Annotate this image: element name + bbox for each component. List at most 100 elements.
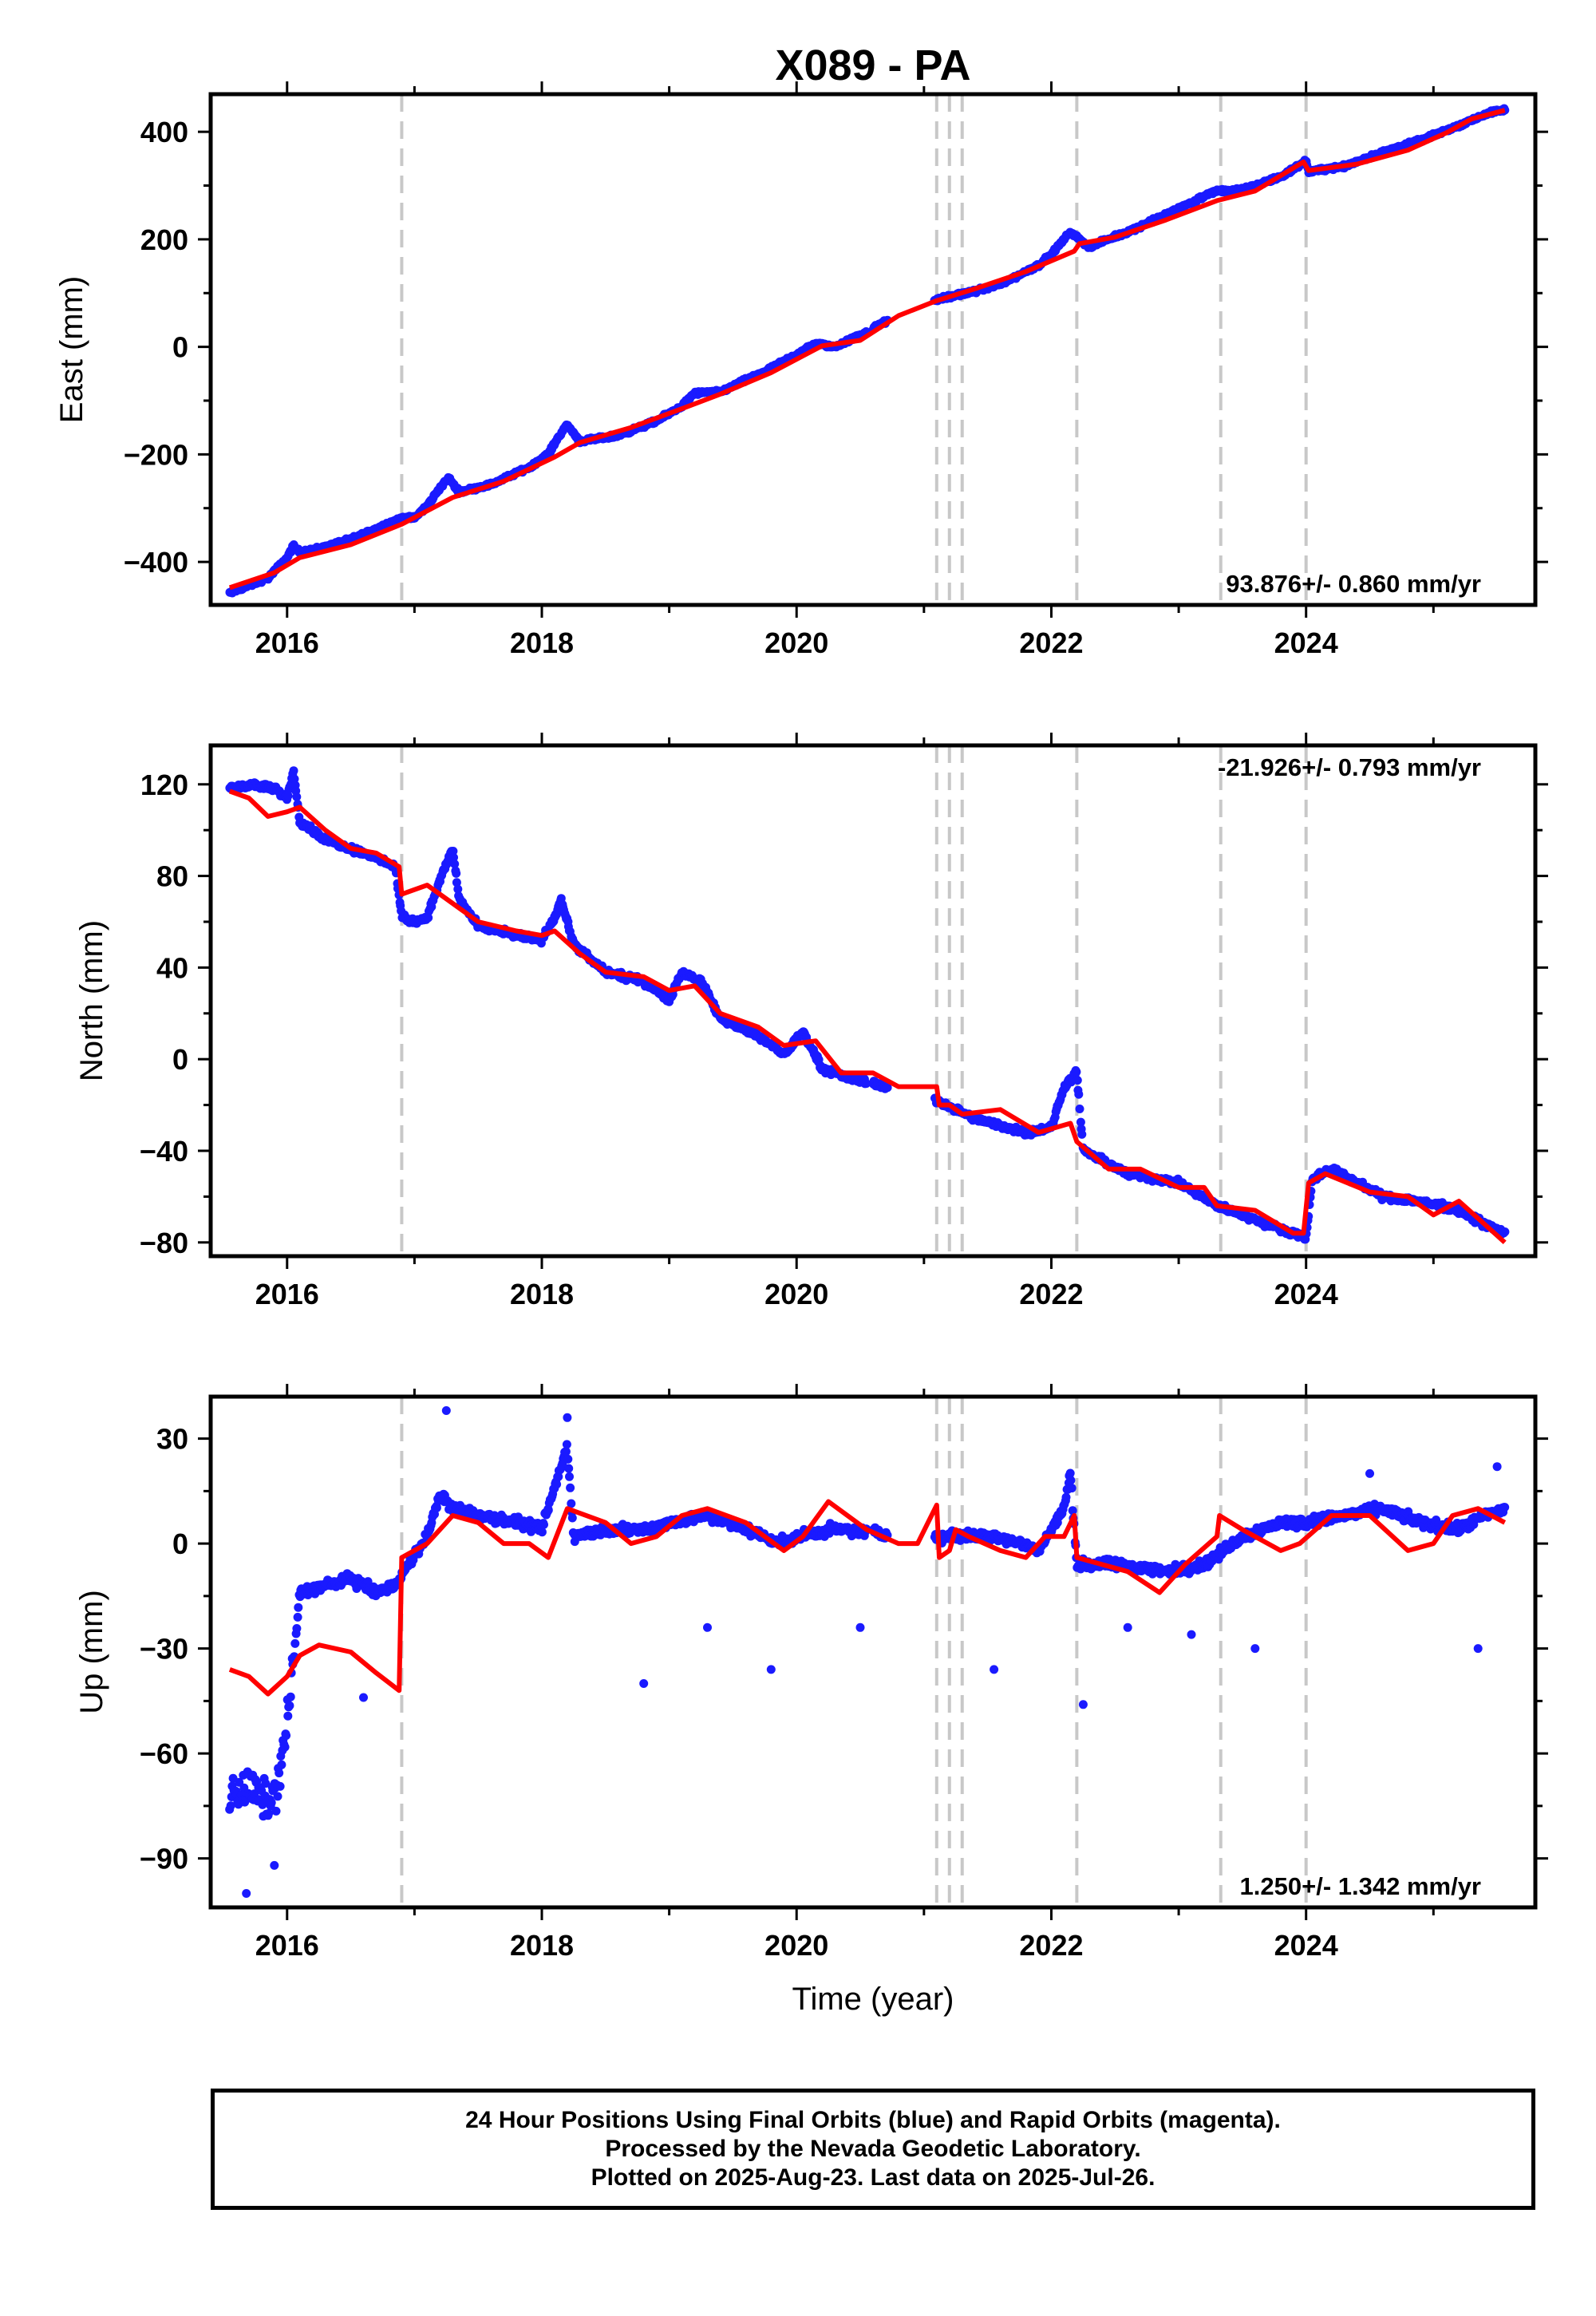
data-point [424,913,433,923]
data-point [273,1792,282,1801]
data-point [289,766,298,776]
footer-line-3: Plotted on 2025-Aug-23. Last data on 202… [591,2164,1156,2191]
outlier-point [359,1693,368,1702]
data-point [1061,1492,1071,1502]
data-point [883,1083,892,1093]
data-point [1074,1089,1084,1099]
panel-east-frame [208,92,1538,607]
y-tick-label: 40 [156,951,188,984]
data-point [1073,1076,1082,1085]
data-point [293,1612,302,1622]
outlier-point [1492,1462,1502,1472]
x-tick-label: 2016 [255,1929,319,1962]
outlier-point [563,1413,572,1422]
outlier-point [1078,1700,1088,1709]
x-tick-label: 2016 [255,1278,319,1310]
outlier-point [1250,1644,1260,1654]
data-point [286,1692,295,1701]
y-tick-label: −30 [140,1633,188,1666]
data-point [566,1483,575,1492]
data-point [283,1711,293,1721]
outlier-point [270,1860,279,1870]
figure: X089 - PA 2016 2018 2020 2022 2024 −40 0 −200 0 2… [54,41,1548,2017]
panel-east-ylabel: East (mm) [54,276,89,423]
y-tick-label: 400 [140,116,188,148]
model-line [228,1499,1507,1697]
data-point [450,860,460,869]
data-point [1075,1105,1084,1113]
x-tick-label: 2020 [764,1278,828,1310]
data-point [285,1701,294,1710]
data-point [1077,1129,1087,1139]
y-tick-label: −40 [140,1135,188,1168]
outlier-point [639,1679,649,1688]
x-tick-label: 2016 [255,626,319,659]
outlier-point [1187,1630,1196,1639]
model-line [228,788,1507,1245]
y-tick-label: 120 [140,769,188,801]
data-point [292,792,302,801]
y-tick-label: −200 [124,438,188,471]
footer-line-2: Processed by the Nevada Geodetic Laborat… [605,2136,1141,2162]
footer-box: 24 Hour Positions Using Final Orbits (bl… [211,2089,1535,2210]
y-tick-label: −90 [140,1843,188,1875]
model-line [228,108,1506,591]
data-point [564,1464,574,1473]
y-tick-label: 80 [156,860,188,893]
data-point [275,1769,284,1778]
x-tick-label: 2018 [510,1929,574,1962]
chart-title: X089 - PA [775,41,970,89]
data-point [294,1603,303,1612]
data-point [561,1447,571,1456]
x-tick-label: 2024 [1274,1278,1338,1310]
data-point [452,868,461,878]
data-point [264,1808,274,1818]
y-tick-label: 0 [172,1043,188,1076]
data-point [537,1528,547,1537]
outlier-point [1365,1468,1374,1478]
x-tick-label: 2024 [1274,626,1338,659]
data-point [862,1079,871,1089]
y-tick-label: 30 [156,1423,188,1456]
data-point [563,1454,573,1464]
y-tick-label: 0 [172,331,188,364]
data-point [277,1760,286,1769]
data-point [543,1505,553,1515]
x-tick-label: 2020 [764,1929,828,1962]
x-tick-label: 2018 [510,1278,574,1310]
x-axis-label: Time (year) [792,1982,954,2017]
data-point [562,1440,571,1449]
data-point [453,884,463,894]
data-point [275,1781,285,1791]
data-point [267,1798,276,1808]
data-point [1076,1117,1085,1127]
outlier-point [703,1622,712,1632]
data-point [1065,1468,1075,1478]
panel-east-rate: 93.876+/- 0.860 mm/yr [1226,570,1481,598]
data-point [565,1472,574,1481]
data-point [448,847,458,856]
panel-up-ylabel: Up (mm) [74,1590,109,1714]
data-point [1500,1503,1510,1512]
data-point [552,1480,562,1489]
data-point [290,1638,300,1648]
outlier-point [990,1665,999,1674]
data-point [271,1806,281,1816]
data-point [432,1503,441,1512]
outlier-point [855,1622,865,1632]
outlier-point [766,1665,776,1674]
panel-north-rate: -21.926+/- 0.793 mm/yr [1218,753,1481,781]
data-point [1072,1067,1081,1077]
outlier-point [1123,1622,1132,1632]
y-tick-label: −60 [140,1737,188,1770]
data-point [1066,1476,1076,1485]
data-point [226,1801,235,1811]
y-tick-label: −80 [140,1227,188,1259]
data-point [567,1499,576,1508]
x-tick-label: 2020 [764,626,828,659]
data-point [282,1731,291,1741]
panel-up-frame [208,1394,1538,1910]
x-tick-label: 2022 [1019,1929,1083,1962]
